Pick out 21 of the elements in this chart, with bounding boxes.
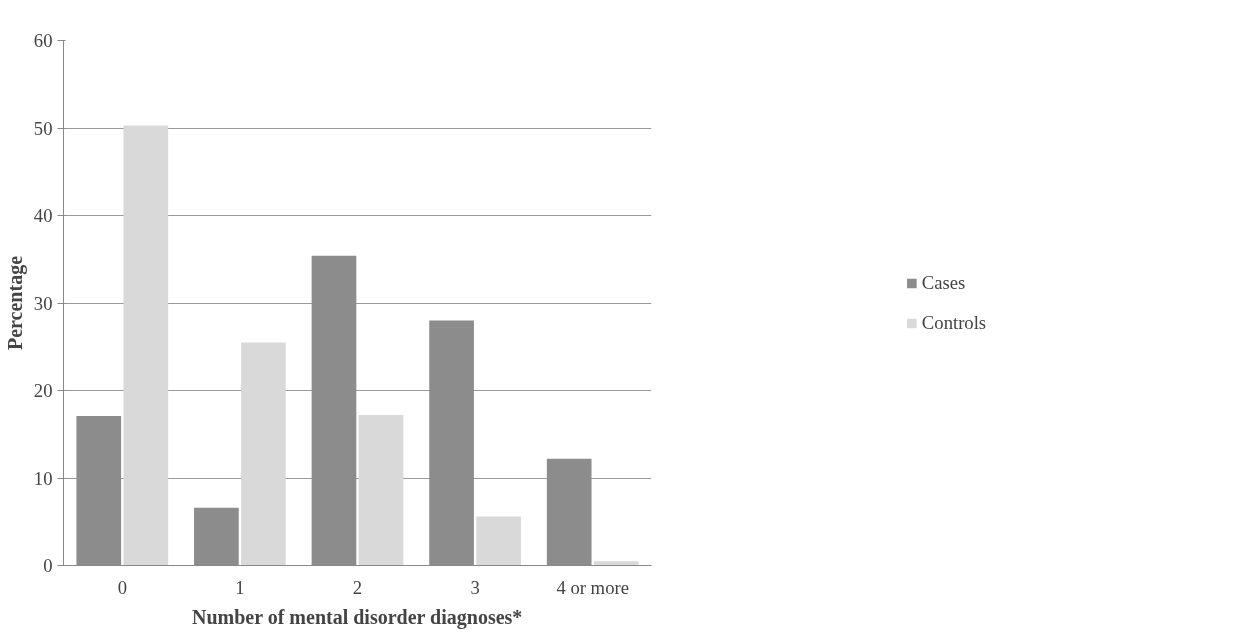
y-axis-title: Percentage bbox=[3, 255, 27, 351]
bar bbox=[593, 561, 639, 566]
y-tick-label: 0 bbox=[43, 555, 53, 576]
x-tick-label: 3 bbox=[470, 576, 480, 598]
x-tick-label: 2 bbox=[352, 576, 363, 598]
bar bbox=[358, 415, 404, 566]
y-tick-label: 10 bbox=[33, 467, 53, 489]
bar bbox=[123, 125, 169, 566]
y-tick-label: 30 bbox=[33, 292, 53, 314]
legend-label: Controls bbox=[921, 311, 987, 334]
y-tick-label: 50 bbox=[33, 117, 53, 139]
bar bbox=[476, 516, 521, 566]
y-tick-label: 40 bbox=[33, 205, 53, 226]
y-tick-label: 20 bbox=[33, 380, 53, 401]
x-axis-title: Number of mental disorder diagnoses* bbox=[191, 605, 523, 629]
x-tick-label: 1 bbox=[235, 576, 245, 598]
x-tick-label: 4 or more bbox=[556, 576, 629, 598]
x-tick-label: 0 bbox=[117, 576, 127, 598]
y-tick-label: 60 bbox=[33, 30, 53, 51]
legend-label: Cases bbox=[921, 271, 966, 294]
bar bbox=[241, 342, 286, 566]
